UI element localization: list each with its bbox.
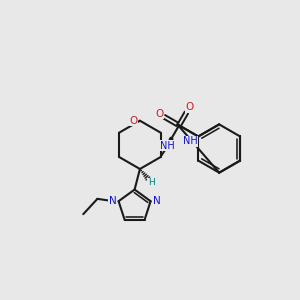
- Text: N: N: [153, 196, 160, 206]
- Text: O: O: [155, 109, 163, 119]
- Text: NH: NH: [183, 136, 197, 146]
- Polygon shape: [161, 137, 173, 157]
- Text: N: N: [109, 196, 117, 206]
- Text: O: O: [185, 103, 194, 112]
- Text: O: O: [129, 116, 138, 126]
- Text: H: H: [148, 178, 154, 187]
- Text: NH: NH: [160, 141, 175, 151]
